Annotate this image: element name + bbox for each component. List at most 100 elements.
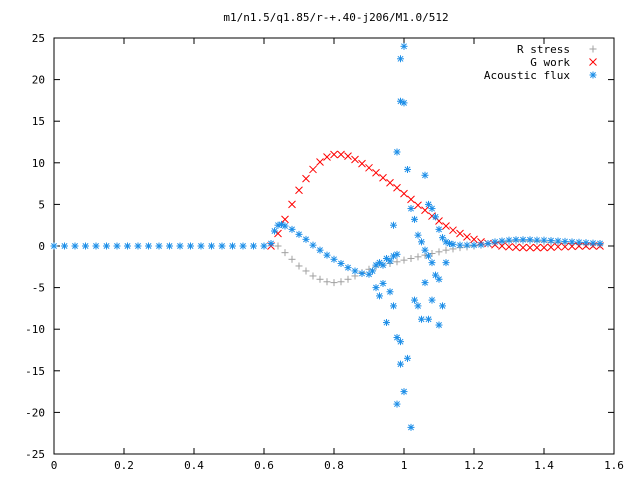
y-tick-label: 20	[32, 74, 45, 87]
data-point	[428, 259, 436, 267]
data-point	[323, 153, 331, 161]
data-point	[351, 155, 359, 164]
data-point	[369, 267, 376, 275]
data-point	[390, 302, 397, 310]
data-point	[463, 241, 471, 249]
data-point	[400, 256, 408, 264]
data-point	[323, 278, 331, 286]
data-point	[302, 235, 310, 243]
data-point	[414, 253, 422, 261]
data-point	[295, 230, 303, 238]
data-point	[421, 246, 429, 254]
data-point	[526, 243, 534, 252]
x-tick-label: 1.4	[534, 459, 554, 472]
data-point	[302, 267, 310, 275]
data-point	[50, 242, 58, 250]
data-point	[187, 242, 194, 250]
data-point	[554, 237, 562, 245]
y-tick-label: -10	[25, 323, 45, 336]
legend-marker	[589, 58, 597, 66]
y-tick-label: 0	[38, 240, 45, 253]
data-point	[414, 302, 422, 310]
data-point	[414, 231, 422, 239]
data-point	[337, 278, 345, 286]
data-point	[337, 259, 345, 267]
data-point	[428, 296, 436, 304]
data-point	[477, 241, 485, 249]
y-tick-label: 25	[32, 32, 45, 45]
data-point	[344, 152, 352, 160]
data-point	[421, 171, 429, 179]
x-tick-label: 0.8	[324, 459, 344, 472]
data-point	[229, 242, 236, 250]
y-tick-label: -20	[25, 406, 45, 419]
data-point	[439, 302, 446, 310]
x-tick-label: 0.2	[114, 459, 134, 472]
data-point	[400, 388, 408, 396]
data-point	[166, 242, 173, 250]
data-point	[281, 249, 289, 257]
data-point	[176, 242, 184, 250]
data-point	[547, 237, 555, 245]
data-point	[250, 242, 257, 250]
data-point	[561, 242, 569, 251]
data-point	[386, 178, 394, 187]
data-point	[414, 201, 422, 210]
data-point	[358, 159, 366, 168]
data-point	[316, 275, 324, 283]
data-point	[208, 242, 215, 250]
data-point	[400, 99, 408, 107]
data-point	[407, 195, 415, 204]
series-g-work	[267, 150, 604, 252]
data-point	[456, 229, 464, 238]
data-point	[397, 360, 404, 368]
data-point	[568, 238, 576, 246]
y-tick-label: 5	[38, 198, 45, 211]
data-point	[435, 225, 443, 233]
data-point	[145, 242, 152, 250]
legend-label: G work	[530, 56, 570, 69]
data-point	[71, 242, 79, 250]
x-tick-label: 1.2	[464, 459, 484, 472]
data-point	[512, 236, 520, 244]
data-point	[442, 238, 450, 246]
legend-label: Acoustic flux	[484, 69, 570, 82]
data-point	[260, 242, 268, 250]
data-point	[533, 243, 541, 252]
x-tick-label: 0.4	[184, 459, 204, 472]
data-point	[561, 237, 569, 245]
data-point	[484, 240, 492, 248]
x-tick-label: 1.6	[604, 459, 624, 472]
data-point	[316, 158, 324, 166]
data-point	[309, 272, 317, 280]
data-point	[425, 315, 432, 323]
legend-marker	[589, 71, 597, 79]
data-point	[386, 257, 394, 265]
data-point	[456, 241, 464, 249]
data-point	[103, 242, 110, 250]
data-point	[442, 259, 450, 267]
data-point	[582, 239, 590, 247]
data-point	[404, 165, 411, 173]
data-point	[239, 242, 247, 250]
data-point	[281, 222, 289, 230]
data-point	[344, 264, 352, 272]
data-point	[330, 150, 338, 159]
data-point	[442, 246, 450, 254]
data-point	[449, 226, 457, 235]
data-point	[393, 183, 401, 192]
data-point	[376, 292, 383, 300]
data-point	[589, 239, 597, 247]
x-tick-label: 0.6	[254, 459, 274, 472]
data-point	[155, 242, 163, 250]
data-point	[113, 242, 121, 250]
data-point	[432, 213, 439, 221]
data-point	[288, 200, 296, 209]
data-point	[519, 243, 527, 252]
data-point	[344, 275, 352, 283]
data-point	[449, 240, 457, 248]
data-point	[540, 236, 548, 244]
data-point	[134, 242, 142, 250]
